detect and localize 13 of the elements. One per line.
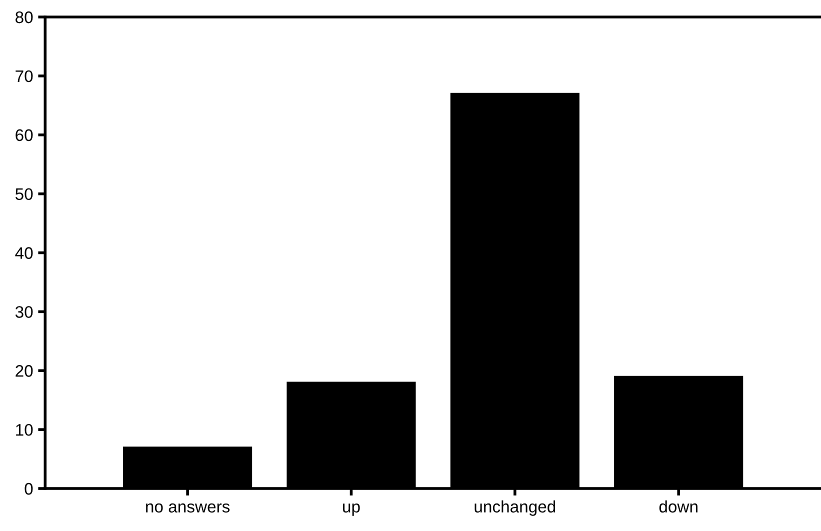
y-tick-label: 10: [16, 424, 33, 436]
y-tick-label: 30: [15, 306, 33, 318]
x-tick-label: no answers: [146, 503, 230, 513]
x-tick-label: unchanged: [474, 500, 556, 516]
x-tick-label: down: [659, 500, 698, 513]
y-tick-label: 50: [15, 188, 33, 200]
y-tick-label: 70: [16, 70, 33, 82]
y-tick-label: 60: [16, 129, 33, 142]
y-tick-label: 0: [24, 482, 33, 495]
y-tick-label: 40: [15, 247, 33, 259]
y-tick-label: 80: [16, 11, 33, 24]
x-tick-label: up: [343, 503, 360, 516]
y-tick-label: 20: [16, 365, 33, 377]
